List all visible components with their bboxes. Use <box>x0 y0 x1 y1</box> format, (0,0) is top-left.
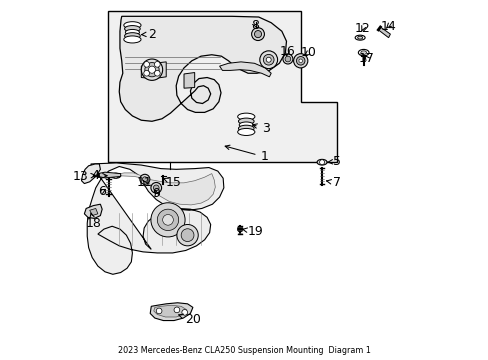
Ellipse shape <box>360 51 366 54</box>
Circle shape <box>143 71 149 76</box>
Circle shape <box>154 71 160 76</box>
Circle shape <box>174 307 180 313</box>
Text: 18: 18 <box>85 213 101 230</box>
Ellipse shape <box>123 22 141 29</box>
Circle shape <box>283 54 292 64</box>
Circle shape <box>144 63 159 77</box>
Circle shape <box>163 215 173 225</box>
Circle shape <box>157 209 178 230</box>
Circle shape <box>265 57 271 62</box>
Text: 2023 Mercedes-Benz CLA250 Suspension Mounting  Diagram 1: 2023 Mercedes-Benz CLA250 Suspension Mou… <box>118 346 370 355</box>
Circle shape <box>141 59 163 80</box>
Polygon shape <box>89 208 98 216</box>
Polygon shape <box>150 303 192 320</box>
Polygon shape <box>141 62 166 78</box>
Polygon shape <box>183 72 194 88</box>
Ellipse shape <box>125 30 139 35</box>
Ellipse shape <box>237 129 254 135</box>
Circle shape <box>298 59 302 63</box>
Text: 5: 5 <box>326 155 340 168</box>
Text: 8: 8 <box>251 19 259 32</box>
Polygon shape <box>105 173 215 205</box>
Circle shape <box>285 56 290 62</box>
Text: 9: 9 <box>152 187 160 200</box>
Text: 20: 20 <box>178 313 200 326</box>
Ellipse shape <box>354 35 365 40</box>
Circle shape <box>151 183 161 193</box>
Circle shape <box>151 203 184 237</box>
Circle shape <box>254 31 261 38</box>
Text: 16: 16 <box>279 45 295 58</box>
Ellipse shape <box>316 159 326 165</box>
Ellipse shape <box>237 113 254 120</box>
Circle shape <box>237 226 243 232</box>
Circle shape <box>153 185 159 191</box>
Text: 3: 3 <box>252 122 269 135</box>
Polygon shape <box>378 27 389 38</box>
Text: 15: 15 <box>163 176 181 189</box>
Text: 11: 11 <box>137 176 152 189</box>
Text: 1: 1 <box>224 145 268 163</box>
Ellipse shape <box>124 26 140 32</box>
Ellipse shape <box>124 33 140 39</box>
Polygon shape <box>119 16 286 121</box>
Circle shape <box>142 177 147 182</box>
Ellipse shape <box>358 49 368 56</box>
Circle shape <box>319 160 324 165</box>
Polygon shape <box>98 172 121 178</box>
Polygon shape <box>84 204 102 219</box>
Polygon shape <box>81 164 100 184</box>
Polygon shape <box>219 62 271 77</box>
Circle shape <box>182 310 187 315</box>
Ellipse shape <box>238 125 254 132</box>
Text: 7: 7 <box>326 176 340 189</box>
Circle shape <box>177 225 198 246</box>
Text: 17: 17 <box>358 52 374 65</box>
Text: 19: 19 <box>242 225 263 238</box>
Polygon shape <box>153 305 186 317</box>
Text: 12: 12 <box>354 22 370 35</box>
Circle shape <box>113 173 118 178</box>
Circle shape <box>181 229 194 242</box>
Ellipse shape <box>110 173 121 178</box>
Circle shape <box>156 308 162 314</box>
Circle shape <box>148 66 155 73</box>
Ellipse shape <box>123 36 141 43</box>
Circle shape <box>140 174 149 184</box>
Circle shape <box>251 28 264 41</box>
Circle shape <box>263 54 273 65</box>
Text: 14: 14 <box>380 20 395 33</box>
Ellipse shape <box>239 122 253 128</box>
Ellipse shape <box>357 36 362 39</box>
Polygon shape <box>107 11 336 162</box>
Text: 2: 2 <box>142 28 155 41</box>
Circle shape <box>143 62 149 67</box>
Ellipse shape <box>238 118 254 125</box>
Circle shape <box>154 62 160 67</box>
Text: 4: 4 <box>91 169 107 182</box>
Circle shape <box>293 54 307 68</box>
Polygon shape <box>87 163 224 274</box>
Text: 13: 13 <box>72 170 95 183</box>
Circle shape <box>259 51 277 69</box>
Text: 10: 10 <box>300 46 316 59</box>
Text: 6: 6 <box>98 185 105 198</box>
Circle shape <box>296 57 305 65</box>
